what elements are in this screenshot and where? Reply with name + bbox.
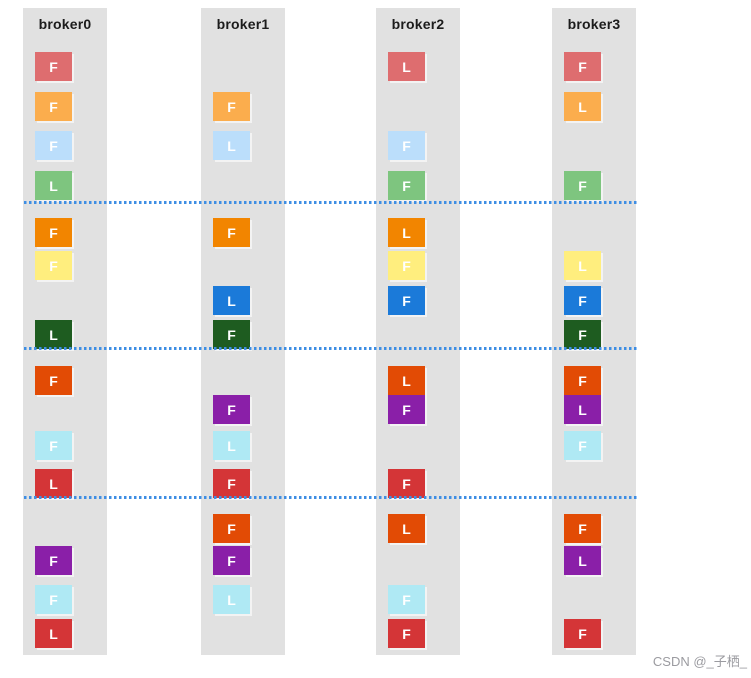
replica-box-follower: F	[564, 366, 601, 395]
replica-box-follower: F	[564, 320, 601, 349]
replica-box-leader: L	[213, 286, 250, 315]
replica-box-follower: F	[213, 320, 250, 349]
replica-box-follower: F	[564, 286, 601, 315]
replica-box-follower: F	[213, 218, 250, 247]
replica-box-follower: F	[35, 52, 72, 81]
broker-title: broker2	[391, 16, 445, 32]
section-divider	[24, 347, 637, 350]
broker-title: broker0	[38, 16, 92, 32]
replica-box-follower: F	[35, 131, 72, 160]
replica-box-leader: L	[388, 218, 425, 247]
replica-box-follower: F	[213, 514, 250, 543]
replica-box-follower: F	[35, 546, 72, 575]
replica-box-follower: F	[564, 52, 601, 81]
replica-box-follower: F	[388, 251, 425, 280]
replica-box-follower: F	[388, 131, 425, 160]
replica-box-follower: F	[213, 395, 250, 424]
replica-box-leader: L	[564, 395, 601, 424]
replica-box-follower: F	[564, 171, 601, 200]
replica-box-leader: L	[35, 320, 72, 349]
replica-box-follower: F	[35, 366, 72, 395]
replica-box-follower: F	[35, 431, 72, 460]
replica-box-leader: L	[564, 92, 601, 121]
replica-box-leader: L	[564, 546, 601, 575]
replica-box-follower: F	[388, 469, 425, 498]
replica-box-follower: F	[213, 92, 250, 121]
replica-box-leader: L	[388, 52, 425, 81]
broker-column-broker2: broker2 L F F L F F L F F L F F	[376, 8, 460, 655]
replica-box-follower: F	[388, 619, 425, 648]
replica-box-follower: F	[35, 218, 72, 247]
replica-box-leader: L	[213, 585, 250, 614]
replica-box-follower: F	[564, 514, 601, 543]
replica-box-follower: F	[388, 395, 425, 424]
replica-box-leader: L	[35, 469, 72, 498]
replica-box-leader: L	[388, 366, 425, 395]
broker-column-broker0: broker0 F F F L F F L F F L F F L	[23, 8, 107, 655]
replica-box-follower: F	[213, 546, 250, 575]
replica-box-follower: F	[35, 92, 72, 121]
replica-box-follower: F	[388, 171, 425, 200]
replica-box-leader: L	[564, 251, 601, 280]
replica-box-leader: L	[213, 431, 250, 460]
section-divider	[24, 201, 637, 204]
section-divider	[24, 496, 637, 499]
replica-box-follower: F	[35, 585, 72, 614]
broker-title: broker3	[567, 16, 621, 32]
replica-box-follower: F	[388, 286, 425, 315]
replica-box-follower: F	[213, 469, 250, 498]
broker-title: broker1	[216, 16, 270, 32]
replica-box-leader: L	[35, 171, 72, 200]
broker-column-broker1: broker1 F L F L F F L F F F L	[201, 8, 285, 655]
watermark: CSDN @_子栖_	[652, 654, 747, 669]
replica-box-leader: L	[35, 619, 72, 648]
replica-box-follower: F	[564, 619, 601, 648]
broker-column-broker3: broker3 F L F L F F F L F F L F	[552, 8, 636, 655]
replica-box-leader: L	[388, 514, 425, 543]
replica-box-leader: L	[213, 131, 250, 160]
replica-box-follower: F	[35, 251, 72, 280]
replica-box-follower: F	[388, 585, 425, 614]
replica-box-follower: F	[564, 431, 601, 460]
